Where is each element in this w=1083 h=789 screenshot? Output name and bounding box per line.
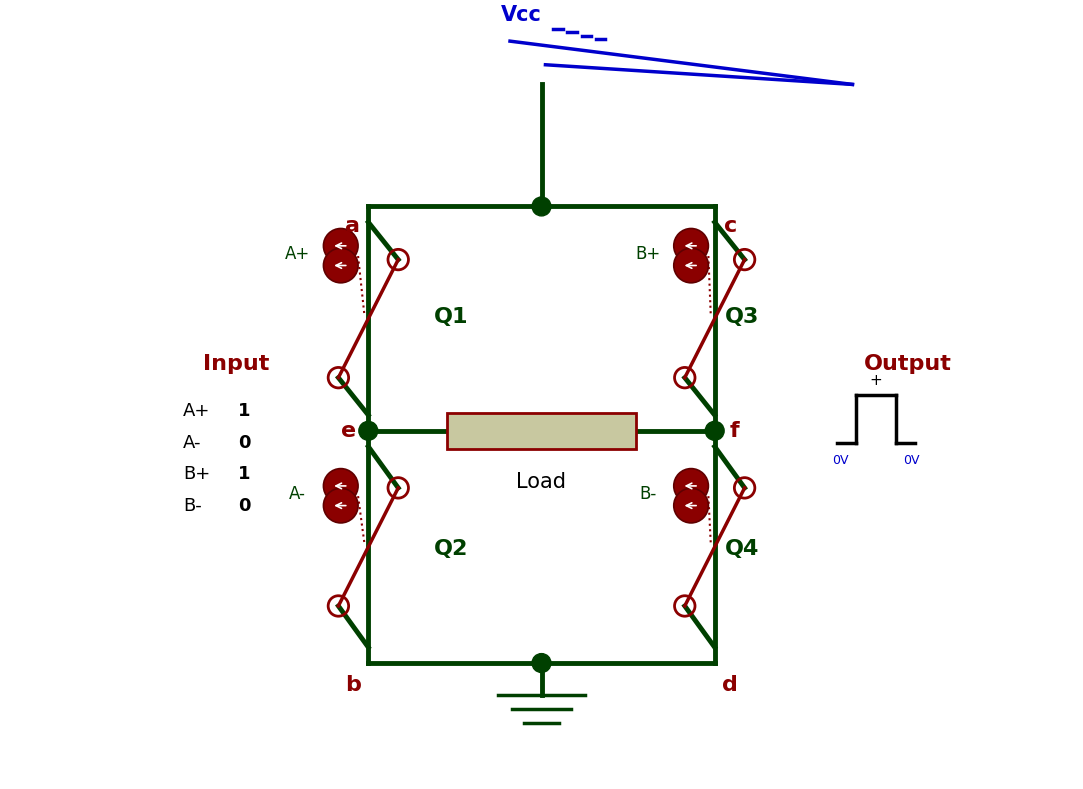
Circle shape xyxy=(324,469,358,503)
Text: d: d xyxy=(722,675,739,695)
Circle shape xyxy=(705,421,725,440)
Circle shape xyxy=(532,653,551,672)
Text: 1: 1 xyxy=(238,465,251,483)
Text: Load: Load xyxy=(517,472,566,492)
Text: a: a xyxy=(345,216,360,236)
Text: 0V: 0V xyxy=(903,454,919,467)
Text: 1: 1 xyxy=(238,402,251,420)
Text: A-: A- xyxy=(183,434,201,451)
Text: Input: Input xyxy=(203,354,270,374)
Text: B+: B+ xyxy=(635,245,661,263)
Circle shape xyxy=(324,249,358,282)
Text: e: e xyxy=(341,421,356,441)
Text: A+: A+ xyxy=(183,402,211,420)
Text: Q4: Q4 xyxy=(725,539,759,559)
Circle shape xyxy=(674,488,708,523)
Text: A+: A+ xyxy=(285,245,310,263)
FancyBboxPatch shape xyxy=(447,413,636,448)
Circle shape xyxy=(324,488,358,523)
Circle shape xyxy=(358,421,378,440)
Circle shape xyxy=(324,229,358,264)
Text: B+: B+ xyxy=(183,465,210,483)
Text: Q3: Q3 xyxy=(725,307,759,327)
Text: Q2: Q2 xyxy=(434,539,468,559)
Text: f: f xyxy=(730,421,740,441)
Text: c: c xyxy=(723,216,738,236)
Text: Output: Output xyxy=(863,354,952,374)
Text: B-: B- xyxy=(639,484,656,503)
Circle shape xyxy=(532,197,551,216)
Text: B-: B- xyxy=(183,496,203,514)
Text: Vcc: Vcc xyxy=(501,6,543,25)
Circle shape xyxy=(674,469,708,503)
Circle shape xyxy=(674,249,708,282)
Circle shape xyxy=(674,229,708,264)
Text: 0: 0 xyxy=(238,434,251,451)
Text: b: b xyxy=(344,675,361,695)
Text: +: + xyxy=(870,372,883,387)
Text: Q1: Q1 xyxy=(433,307,468,327)
Text: 0V: 0V xyxy=(833,454,849,467)
Text: 0: 0 xyxy=(238,496,251,514)
Text: A-: A- xyxy=(289,484,305,503)
